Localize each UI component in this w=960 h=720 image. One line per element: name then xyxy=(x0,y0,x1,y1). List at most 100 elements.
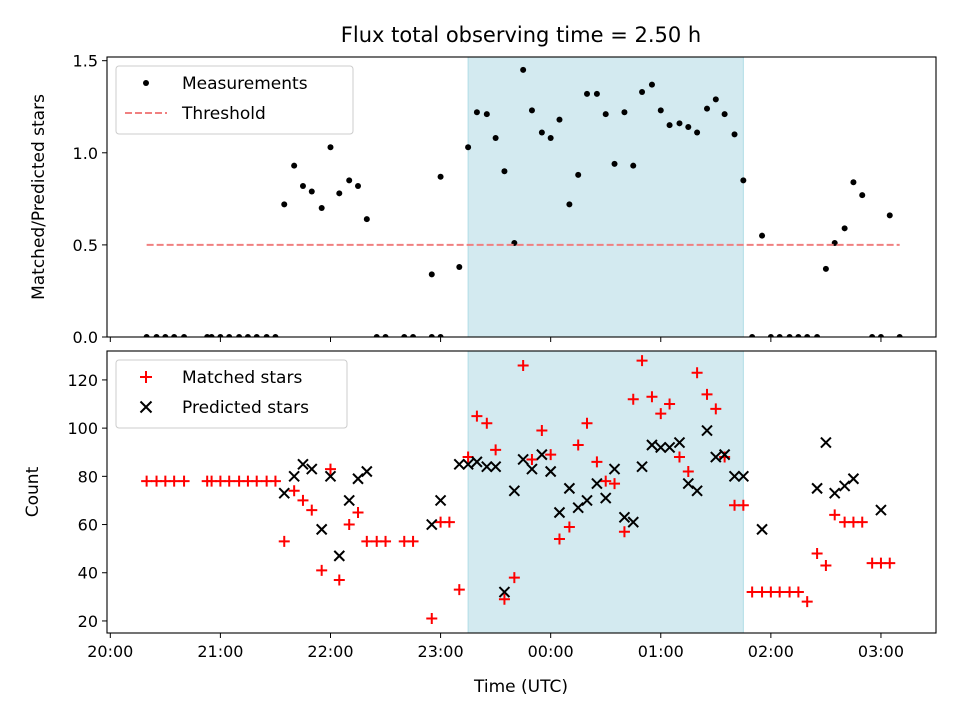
predicted-stars-legend-label: Predicted stars xyxy=(182,398,309,418)
x-tick-label: 01:00 xyxy=(638,642,684,661)
predicted-stars-point xyxy=(526,463,538,475)
matched-stars-point xyxy=(168,475,180,487)
measurements-point xyxy=(473,109,480,116)
matched-stars-point xyxy=(627,393,639,405)
measurements-point xyxy=(281,201,288,208)
matched-stars-point xyxy=(324,463,336,475)
measurements-point xyxy=(712,96,719,103)
matched-stars-point xyxy=(443,516,455,528)
matched-stars-point xyxy=(636,355,648,367)
measurements-point xyxy=(630,162,637,169)
predicted-stars-point xyxy=(517,453,529,466)
predicted-stars-point xyxy=(636,460,648,473)
measurements-point xyxy=(869,334,876,337)
predicted-stars-point xyxy=(563,482,576,495)
predicted-stars-point xyxy=(718,448,731,461)
predicted-stars-point xyxy=(572,501,584,514)
predicted-stars-point xyxy=(646,439,658,451)
predicted-stars-point xyxy=(306,463,318,475)
count-y-tick-label: 20 xyxy=(78,612,98,631)
measurements-point xyxy=(721,111,728,118)
measurements-point xyxy=(520,66,527,73)
measurements-point xyxy=(859,192,866,199)
predicted-stars-point xyxy=(462,458,474,470)
matched-stars-point xyxy=(829,509,841,521)
matched-stars-point xyxy=(453,584,465,596)
measurements-legend-label: Measurements xyxy=(182,74,308,94)
measurements-point xyxy=(336,190,343,197)
matched-stars-point xyxy=(774,586,786,598)
predicted-stars-point xyxy=(508,485,521,497)
matched-stars-point xyxy=(333,574,345,586)
x-tick-label: 20:00 xyxy=(87,642,133,661)
predicted-stars-point xyxy=(481,460,493,473)
measurements-point xyxy=(428,271,435,278)
measurements-point xyxy=(676,120,683,127)
measurements-legend-swatch xyxy=(143,80,149,86)
measurements-point xyxy=(841,225,848,232)
predicted-stars-point xyxy=(847,473,860,485)
count-data xyxy=(141,355,896,625)
count-y-tick-label: 60 xyxy=(78,516,98,535)
predicted-stars-point xyxy=(756,523,768,536)
measurements-point xyxy=(501,168,508,175)
matched-stars-point xyxy=(701,388,713,400)
matched-stars-point xyxy=(178,475,190,487)
measurements-point xyxy=(822,265,829,272)
x-tick-label: 00:00 xyxy=(528,642,574,661)
predicted-stars-point xyxy=(553,506,566,519)
matched-stars-point xyxy=(572,439,584,451)
measurements-point xyxy=(483,111,490,118)
measurements-point xyxy=(299,182,306,189)
matched-stars-point xyxy=(498,593,510,605)
predicted-stars-point xyxy=(600,492,612,504)
measurements-point xyxy=(373,334,380,337)
predicted-stars-point xyxy=(352,473,364,485)
measurements-point xyxy=(162,334,169,337)
measurements-point xyxy=(492,135,499,142)
count-axes-frame xyxy=(106,350,937,634)
measurements-point xyxy=(611,160,618,167)
predicted-stars-point xyxy=(324,470,337,483)
measurements-point xyxy=(731,131,738,138)
matched-stars-point xyxy=(426,613,438,625)
matched-stars-point xyxy=(884,557,896,569)
measurements-point xyxy=(896,334,903,337)
measurements-point xyxy=(428,334,435,337)
measurements-point xyxy=(236,334,243,337)
measurements-point xyxy=(437,334,444,337)
predicted-stars-point xyxy=(536,448,548,461)
matched-stars-point xyxy=(609,478,621,490)
matched-stars-point xyxy=(545,449,557,461)
matched-stars-point xyxy=(710,403,722,415)
matched-stars-point xyxy=(536,425,548,437)
measurements-point xyxy=(181,334,188,337)
measurements-point xyxy=(704,105,711,112)
count-panel: 20 40 60 80 100 120 20:00 21:00 22:00 23:00 00:00 0… xyxy=(23,350,937,661)
measurements-point xyxy=(759,232,766,239)
measurements-point xyxy=(308,188,315,195)
matched-stars-legend-swatch xyxy=(140,371,152,383)
ratio-data xyxy=(143,66,903,337)
matched-stars-legend-label: Matched stars xyxy=(182,368,302,388)
predicted-stars-point xyxy=(278,487,290,499)
measurements-point xyxy=(171,334,178,337)
chart-title: Flux total observing time = 2.50 h xyxy=(341,23,701,47)
measurements-point xyxy=(143,334,150,337)
ratio-y-tick-label: 1.0 xyxy=(73,144,98,163)
predicted-stars-point xyxy=(453,458,466,470)
measurements-point xyxy=(740,177,747,184)
count-y-tick-label: 40 xyxy=(78,564,98,583)
measurements-point xyxy=(538,129,545,136)
measurements-point xyxy=(226,334,233,337)
measurements-point xyxy=(749,334,756,337)
matched-stars-point xyxy=(591,456,603,468)
measurements-point xyxy=(153,334,160,337)
predicted-stars-point xyxy=(426,518,438,531)
measurements-point xyxy=(814,334,821,337)
matched-stars-point xyxy=(646,391,658,403)
ratio-panel: 0.0 0.5 1.0 1.5 Matched/Predicted stars Measu… xyxy=(29,52,937,347)
predicted-stars-point xyxy=(288,470,300,483)
measurements-point xyxy=(886,212,893,219)
measurements-point xyxy=(602,111,609,118)
